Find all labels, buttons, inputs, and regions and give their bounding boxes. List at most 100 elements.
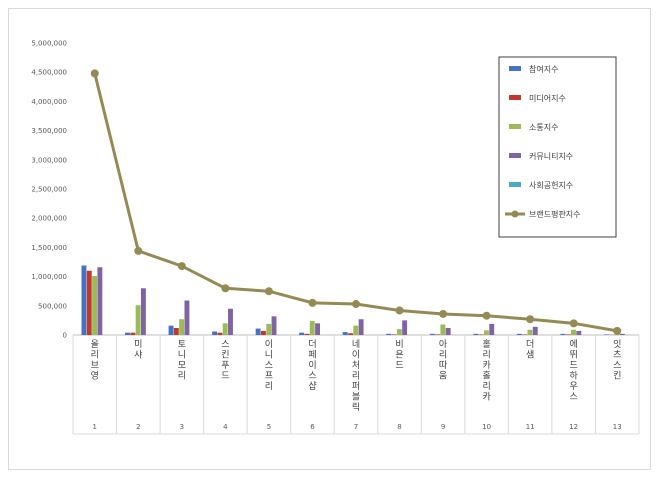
bar-5-4 [271,316,277,335]
bar-3-2 [173,327,179,335]
y-tick-label: 1,000,000 [31,273,67,281]
bar-10-3 [483,330,489,335]
y-tick-label: 5,000,000 [31,40,67,48]
bar-12-4 [576,330,582,335]
chart-frame: 0 500,000 1,000,000 1,500,000 2,000,000 2,500… [8,8,651,470]
bar-4-4 [228,308,233,335]
bar-4-3 [222,323,228,335]
line-point-9 [439,309,448,318]
rank-label: 3 [180,423,184,431]
bar-2-4 [140,288,146,335]
line-point-1 [90,69,99,78]
line-point-4 [221,284,230,293]
rank-label: 9 [441,423,445,431]
rank-label: 13 [613,423,622,431]
rank-label: 11 [526,423,535,431]
line-point-13 [613,326,622,335]
line-point-10 [482,311,491,320]
legend-swatch-2 [509,95,521,100]
bar-8-3 [396,329,402,335]
bar-2-1 [125,332,130,335]
legend-swatch-5 [509,182,521,187]
bar-1-3 [92,276,98,335]
line-point-3 [177,262,186,271]
line-point-8 [395,306,404,315]
bar-5-1 [255,328,261,335]
bar-13-1 [603,334,609,335]
bar-12-1 [560,333,566,335]
line-point-5 [264,287,273,296]
line-point-6 [308,298,317,307]
bar-2-2 [130,332,136,335]
bar-6-1 [299,332,305,335]
bar-9-4 [445,327,451,335]
rank-label: 8 [397,423,401,431]
y-tick-label: 500,000 [38,302,67,310]
legend-label-4: 커뮤니티지수 [529,151,573,161]
bar-4-2 [217,332,223,335]
bar-1-4 [97,267,103,335]
bar-12-2 [565,334,571,335]
y-tick-label: 3,000,000 [31,156,67,164]
bar-7-4 [358,319,364,335]
bar-10-1 [473,333,479,335]
bar-7-1 [342,332,348,335]
bar-11-4 [532,326,538,335]
bar-8-1 [386,333,392,335]
brand-reputation-chart: 0 500,000 1,000,000 1,500,000 2,000,000 2,500… [31,40,640,435]
legend-swatch-3 [509,124,521,129]
bar-7-3 [353,325,359,335]
legend-box [498,56,617,238]
rank-label: 10 [482,423,491,431]
bar-1-1 [81,265,87,335]
bar-5-2 [260,330,266,335]
bar-11-3 [527,329,533,335]
line-point-7 [352,300,360,309]
y-tick-label: 1,500,000 [31,244,67,252]
rank-label: 1 [93,423,97,431]
legend-line-marker [511,210,519,218]
bar-6-2 [304,333,310,335]
bar-6-3 [309,320,315,335]
bar-8-4 [402,320,408,335]
legend-label-5: 사회공헌지수 [529,181,573,190]
bar-10-2 [478,334,484,335]
bar-8-2 [391,334,397,335]
rank-label: 6 [310,423,315,431]
legend-label-3: 소통지수 [529,123,558,132]
bar-5-3 [266,323,272,335]
legend-label-2: 미디어지수 [529,93,566,103]
bar-9-3 [440,324,446,335]
rank-label: 12 [569,423,578,431]
y-tick-label: 2,000,000 [31,215,67,223]
bar-11-2 [522,334,528,335]
y-tick-label: 3,500,000 [31,127,67,135]
bar-1-2 [86,270,92,335]
bar-2-3 [135,305,141,335]
legend-swatch-4 [509,153,521,158]
bar-3-1 [168,325,174,335]
bar-11-1 [516,333,522,335]
y-tick-label: 4,000,000 [31,98,67,106]
rank-label: 7 [354,423,358,431]
bar-3-4 [184,300,190,335]
legend-label-6: 브랜드평판지수 [529,209,581,219]
line-point-2 [134,246,143,255]
rank-label: 2 [136,423,140,431]
bar-10-4 [489,323,495,335]
bar-3-3 [179,319,185,335]
legend-swatch-1 [509,66,521,71]
bar-6-4 [315,323,321,335]
